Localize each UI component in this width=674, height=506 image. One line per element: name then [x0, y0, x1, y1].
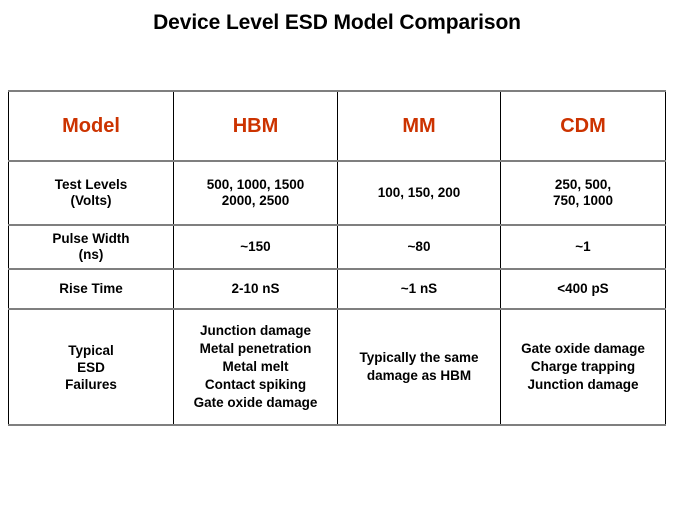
row-label-pulse-width: Pulse Width (ns) — [8, 224, 174, 270]
column-header-model: Model — [8, 90, 174, 162]
cell-text-line: 2000, 2500 — [221, 193, 290, 208]
cell-text-line: Test Levels — [54, 177, 128, 192]
table-row: Test Levels (Volts) 500, 1000, 1500 2000, … — [8, 160, 666, 226]
cell-pulse-width-cdm: ~1 — [500, 224, 666, 270]
table-row: Typical ESD Failures Junction damage Metal … — [8, 308, 666, 426]
cell-text-line: Gate oxide damage — [193, 395, 318, 410]
cell-rise-time-mm: ~1 nS — [337, 268, 501, 310]
cell-rise-time-cdm: <400 pS — [500, 268, 666, 310]
cell-text-line: damage as HBM — [366, 368, 472, 383]
table-row: Pulse Width (ns) ~150 ~80 ~1 — [8, 224, 666, 270]
cell-text-line: 750, 1000 — [552, 193, 614, 208]
cell-text-line: 500, 1000, 1500 — [206, 177, 305, 192]
cell-text-line: Gate oxide damage — [521, 341, 645, 356]
cell-test-levels-mm: 100, 150, 200 — [337, 160, 501, 226]
esd-comparison-table: Model HBM MM CDM Test Levels (Volts) 500,… — [8, 90, 666, 426]
cell-text-line: Junction damage — [199, 323, 312, 338]
cell-text-line: Junction damage — [527, 377, 639, 392]
table-header-row: Model HBM MM CDM — [8, 90, 666, 162]
cell-pulse-width-hbm: ~150 — [173, 224, 338, 270]
cell-test-levels-cdm: 250, 500, 750, 1000 — [500, 160, 666, 226]
cell-text-line: Typical — [68, 342, 114, 358]
cell-text-line: ~1 — [575, 239, 591, 254]
cell-typical-esd-failures-mm: Typically the same damage as HBM — [337, 308, 501, 426]
cell-typical-esd-failures-hbm: Junction damage Metal penetration Metal me… — [173, 308, 338, 426]
cell-text-line: ~150 — [240, 239, 271, 254]
cell-text-line: ~1 nS — [400, 281, 438, 296]
table-row: Rise Time 2-10 nS ~1 nS <400 pS — [8, 268, 666, 310]
cell-text-line: (Volts) — [70, 193, 112, 208]
cell-text-line: Rise Time — [59, 281, 123, 296]
row-label-test-levels: Test Levels (Volts) — [8, 160, 174, 226]
cell-text-line: Typically the same — [359, 350, 479, 365]
cell-text-line: Charge trapping — [530, 359, 636, 374]
column-header-cdm: CDM — [500, 90, 666, 162]
cell-text-line: Metal melt — [222, 359, 289, 374]
cell-text-line: Contact spiking — [204, 377, 307, 392]
cell-text-line: 100, 150, 200 — [377, 185, 461, 200]
cell-test-levels-hbm: 500, 1000, 1500 2000, 2500 — [173, 160, 338, 226]
cell-rise-time-hbm: 2-10 nS — [173, 268, 338, 310]
cell-text-line: <400 pS — [557, 281, 609, 296]
column-header-mm: MM — [337, 90, 501, 162]
cell-text-line: Metal penetration — [199, 341, 312, 356]
cell-text-line: Failures — [65, 376, 117, 392]
row-label-rise-time: Rise Time — [8, 268, 174, 310]
page-title: Device Level ESD Model Comparison — [153, 11, 521, 34]
cell-text-line: Pulse Width — [52, 231, 130, 246]
row-label-typical-esd-failures: Typical ESD Failures — [8, 308, 174, 426]
cell-typical-esd-failures-cdm: Gate oxide damage Charge trapping Junction… — [500, 308, 666, 426]
cell-text-line: 2-10 nS — [231, 281, 280, 296]
cell-pulse-width-mm: ~80 — [337, 224, 501, 270]
cell-text-line: (ns) — [78, 247, 104, 262]
esd-comparison-table-container: Model HBM MM CDM Test Levels (Volts) 500,… — [8, 90, 666, 426]
column-header-hbm: HBM — [173, 90, 338, 162]
cell-text-line: 250, 500, — [554, 177, 612, 192]
cell-text-line: ~80 — [407, 239, 431, 254]
cell-text-line: ESD — [77, 359, 105, 375]
